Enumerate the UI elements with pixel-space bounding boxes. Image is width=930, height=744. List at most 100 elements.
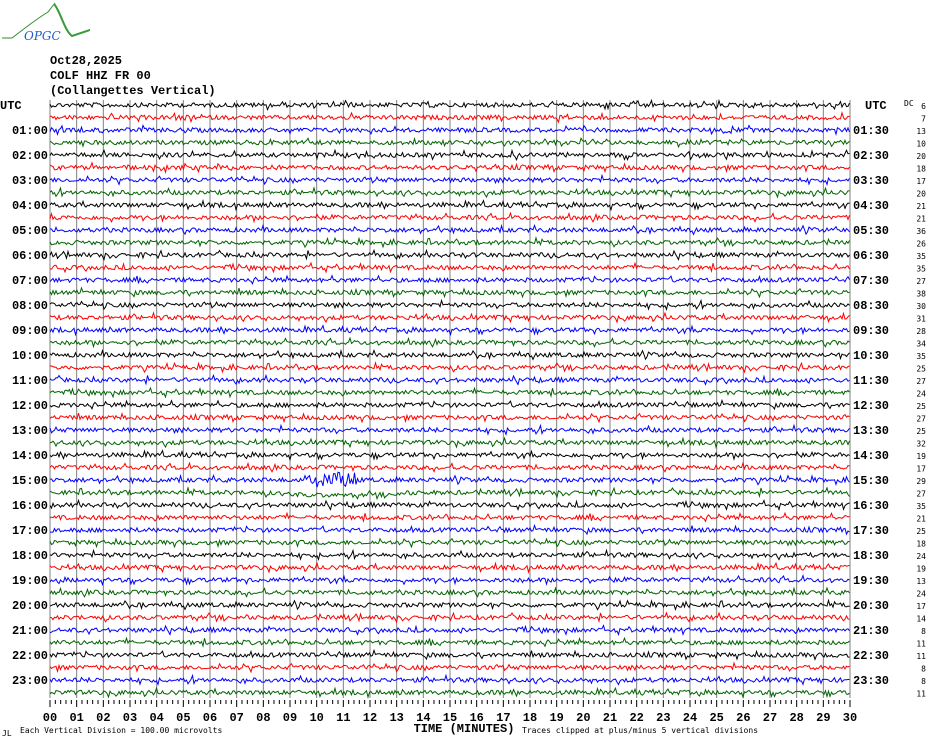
right-time-label: 04:30 [853,199,889,213]
dc-value: 35 [916,252,926,261]
x-tick-label: 21 [603,711,617,725]
dc-value: 25 [916,427,926,436]
left-time-label: 23:00 [12,674,48,688]
dc-value: 17 [916,177,926,186]
x-tick-label: 30 [843,711,857,725]
x-tick-label: 29 [816,711,830,725]
left-time-label: 17:00 [12,524,48,538]
left-time-label: 12:00 [12,399,48,413]
seismic-trace [49,423,850,437]
left-time-label: 20:00 [12,599,48,613]
dc-value: 35 [916,352,926,361]
seismic-trace [49,648,850,661]
seismic-trace [49,573,850,587]
dc-value: 20 [916,190,926,199]
logo: OPGC [2,2,90,42]
right-time-label: 23:30 [853,674,889,688]
left-time-label: 09:00 [12,324,48,338]
seismic-trace [49,286,850,299]
date: Oct28,2025 [50,54,123,68]
seismic-trace [49,611,850,624]
scale-note: Each Vertical Division = 100.00 microvol… [20,726,222,735]
seismic-trace [49,586,850,598]
seismic-trace [49,211,850,224]
dc-value: 13 [916,577,926,586]
dc-value: 26 [916,240,926,249]
seismic-trace [49,686,850,700]
dc-value: 36 [916,227,926,236]
right-time-label: 20:30 [853,599,889,613]
x-tick-label: 03 [123,711,137,725]
left-time-label: 08:00 [12,299,48,313]
x-tick-label: 10 [309,711,323,725]
x-tick-label: 22 [629,711,643,725]
x-axis-label: TIME (MINUTES) [414,722,515,736]
seismic-trace [49,123,850,136]
seismic-trace [49,248,850,261]
seismic-trace [49,461,850,473]
seismic-trace [49,398,850,411]
seismic-trace [49,173,850,187]
x-tick-label: 26 [736,711,750,725]
right-time-label: 19:30 [853,574,889,588]
x-tick-label: 00 [43,711,57,725]
seismic-trace [49,336,850,349]
right-time-label: UTC [865,99,887,113]
right-time-label: 02:30 [853,149,889,163]
dc-value: 11 [916,652,926,661]
left-time-label: 06:00 [12,249,48,263]
left-time-label: UTC [0,99,22,113]
x-tick-label: 07 [229,711,243,725]
left-time-label: 16:00 [12,499,48,513]
right-time-label: 16:30 [853,499,889,513]
seismic-trace [49,624,850,637]
dc-value: 31 [916,315,926,324]
right-time-label: 14:30 [853,449,889,463]
left-time-label: 10:00 [12,349,48,363]
seismic-trace [49,449,850,462]
right-time-label: 08:30 [853,299,889,313]
seismic-trace [49,561,850,575]
dc-value: 8 [921,665,926,674]
x-tick-label: 28 [789,711,803,725]
seismic-trace [49,471,850,488]
dc-value: 11 [916,690,926,699]
seismic-trace [49,148,850,161]
seismic-trace [49,298,850,312]
seismic-trace [49,598,850,611]
x-tick-label: 09 [283,711,297,725]
dc-value: 32 [916,440,926,449]
location: (Collangettes Vertical) [50,84,216,98]
left-time-label: 01:00 [12,124,48,138]
x-tick-label: 20 [576,711,590,725]
x-tick-label: 17 [496,711,510,725]
right-time-label: 11:30 [853,374,889,388]
seismic-trace [49,548,850,562]
dc-value: 6 [921,102,926,111]
dc-value: 34 [916,340,926,349]
dc-header: DC [904,99,914,108]
left-time-label: 11:00 [12,374,48,388]
left-time-label: 02:00 [12,149,48,163]
dc-value: 18 [916,165,926,174]
right-time-label: 05:30 [853,224,889,238]
left-time-label: 15:00 [12,474,48,488]
x-tick-label: 19 [549,711,563,725]
seismic-trace [49,161,850,175]
left-time-label: 22:00 [12,649,48,663]
seismic-trace [49,261,850,274]
x-tick-label: 14 [416,711,430,725]
x-tick-label: 13 [389,711,403,725]
seismic-trace [49,236,850,249]
seismic-trace [49,373,850,386]
dc-value: 18 [916,540,926,549]
x-tick-label: 24 [683,711,697,725]
dc-value: 35 [916,502,926,511]
x-tick-label: 04 [149,711,163,725]
dc-value: 21 [916,215,926,224]
dc-value: 8 [921,627,926,636]
seismic-trace [49,636,850,648]
right-time-label: 13:30 [853,424,889,438]
seismic-trace [49,98,850,112]
